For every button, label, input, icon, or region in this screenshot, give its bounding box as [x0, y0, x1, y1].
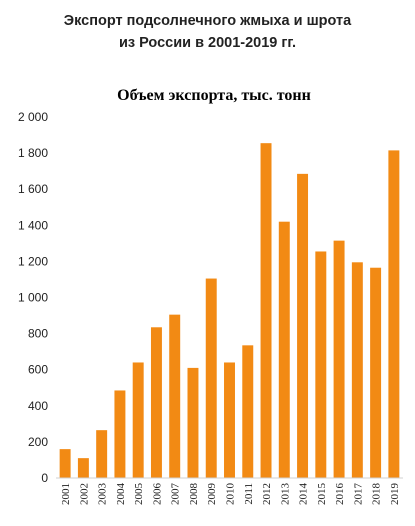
x-tick-label: 2015	[316, 483, 328, 506]
x-tick-label: 2012	[261, 483, 273, 505]
figure-heading: Экспорт подсолнечного жмыха и шрота из Р…	[0, 10, 415, 54]
x-tick-label: 2016	[334, 483, 346, 506]
bar-2007	[169, 314, 181, 478]
y-tick-label: 1 000	[18, 291, 48, 305]
x-tick-label: 2010	[225, 483, 237, 506]
x-tick-label: 2006	[151, 483, 163, 506]
y-tick-label: 200	[28, 435, 48, 449]
x-tick-label: 2019	[389, 483, 401, 506]
y-tick-label: 800	[28, 327, 48, 341]
bars	[59, 143, 400, 479]
x-tick-label: 2009	[206, 483, 218, 506]
x-axis: 2001 2002 2003 2004 2005 2006 2007 2008 2009 2010…	[56, 477, 403, 506]
bar-2016	[333, 240, 345, 478]
bar-2018	[370, 267, 382, 478]
y-tick-label: 2 000	[18, 110, 48, 124]
x-tick-label: 2007	[170, 483, 182, 506]
y-tick-label: 1 400	[18, 218, 48, 232]
x-tick-label: 2014	[298, 483, 310, 506]
bar-2011	[242, 345, 254, 478]
heading-line-1: Экспорт подсолнечного жмыха и шрота	[63, 13, 352, 29]
bar-2008	[187, 367, 199, 478]
bar-2013	[278, 221, 290, 478]
bar-2015	[315, 251, 327, 478]
x-tick-label: 2001	[60, 483, 72, 505]
bar-2006	[150, 327, 162, 478]
x-tick-label: 2003	[97, 483, 109, 506]
chart-title: Объем экспорта, тыс. тонн	[117, 87, 311, 104]
y-tick-label: 1 800	[18, 146, 48, 160]
y-tick-label: 0	[41, 471, 48, 485]
heading-line-2: из России в 2001-2019 гг.	[118, 35, 297, 51]
y-tick-label: 600	[28, 363, 48, 377]
bar-2001	[59, 449, 71, 478]
bar-2017	[351, 262, 363, 478]
x-tick-label: 2013	[279, 483, 291, 506]
bar-2019	[388, 150, 400, 478]
bar-2003	[96, 430, 108, 478]
y-tick-label: 400	[28, 399, 48, 413]
x-tick-label: 2005	[133, 483, 145, 506]
bar-2010	[224, 362, 235, 478]
x-tick-label: 2002	[78, 483, 90, 505]
y-tick-label: 1 600	[18, 182, 48, 196]
bar-2014	[297, 173, 309, 479]
bar-2004	[114, 390, 126, 478]
y-tick-label: 1 200	[18, 254, 48, 268]
bar-2002	[77, 458, 89, 478]
y-axis: 0 200 400 600 800 1 000 1 200 1 400 1 600 1 800 2 …	[18, 110, 48, 485]
bar-2005	[132, 362, 144, 478]
x-tick-label: 2011	[243, 483, 255, 505]
x-tick-label: 2018	[371, 483, 383, 506]
bar-2009	[205, 278, 217, 478]
x-tick-label: 2004	[115, 483, 127, 506]
x-tick-label: 2008	[188, 483, 200, 506]
x-tick-label: 2017	[352, 483, 364, 506]
bar-2012	[260, 143, 272, 479]
